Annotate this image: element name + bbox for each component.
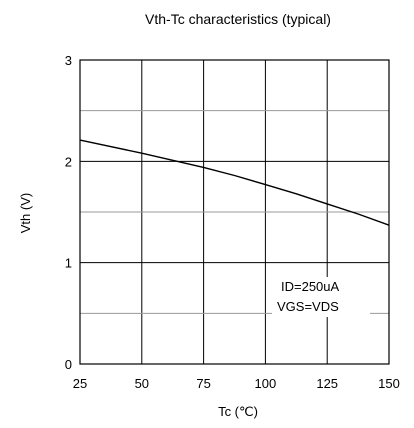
x-tick-label: 25 [73, 376, 87, 391]
x-tick-label: 150 [378, 376, 400, 391]
series-group [79, 139, 390, 226]
y-tick-label: 2 [65, 154, 72, 169]
x-tick-labels: 25 50 75 100 125 150 [73, 376, 400, 391]
y-axis-title: Vth (V) [18, 193, 33, 233]
annotation-background [272, 277, 370, 317]
y-tick-label: 3 [65, 53, 72, 68]
annotation-vgs: VGS=VDS [277, 299, 339, 314]
x-tick-label: 100 [255, 376, 277, 391]
condition-annotation: ID=250uA VGS=VDS [272, 277, 370, 317]
x-axis-title: Tc (℃) [218, 404, 258, 419]
annotation-id: ID=250uA [281, 279, 340, 294]
y-tick-labels: 0 1 2 3 [65, 53, 72, 372]
x-tick-label: 50 [135, 376, 149, 391]
y-tick-label: 0 [65, 357, 72, 372]
chart-title: Vth-Tc characteristics (typical) [145, 11, 331, 27]
x-tick-label: 75 [196, 376, 210, 391]
series-line [79, 139, 390, 226]
y-tick-label: 1 [65, 256, 72, 271]
x-tick-label: 125 [316, 376, 338, 391]
grid [80, 60, 389, 364]
plot-frame [79, 59, 390, 365]
